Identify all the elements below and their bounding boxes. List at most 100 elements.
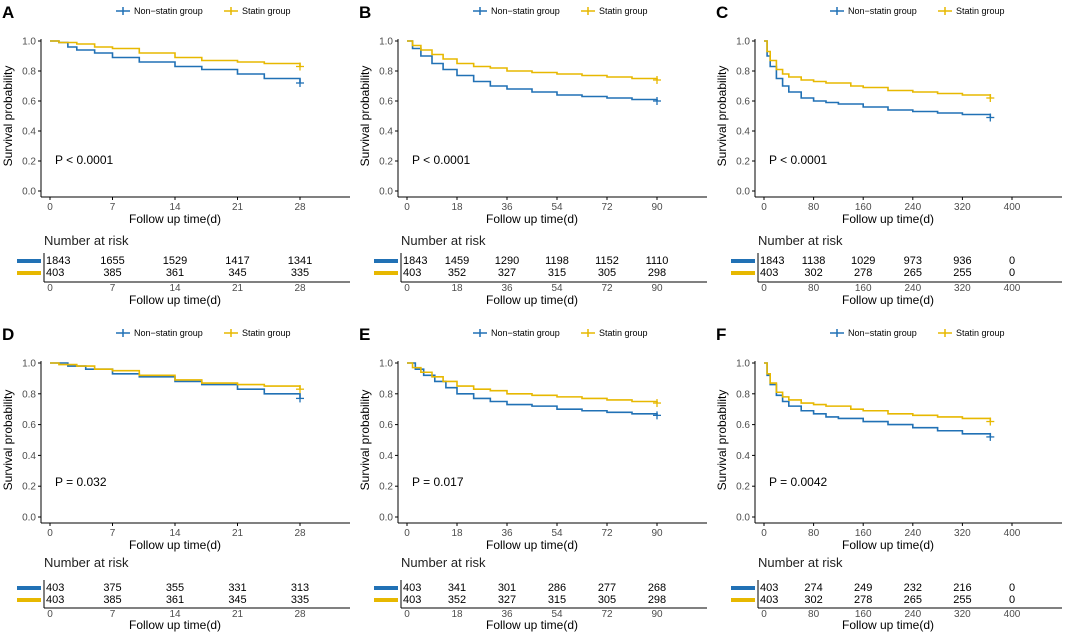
p-value: P < 0.0001 [412,153,470,167]
risk-count: 385 [103,594,121,606]
y-tick-label: 0.2 [736,157,750,168]
risk-x-tick-label: 7 [110,283,116,294]
risk-x-tick-label: 36 [501,609,513,620]
risk-count: 403 [760,582,778,594]
curve-statin [50,40,301,67]
risk-x-axis-label: Follow up time(d) [842,293,934,307]
risk-count: 302 [804,594,822,606]
panel-f: F Non−statin group Statin group 0.0 0.2 0.4 0.… [715,325,1062,632]
risk-count: 1843 [403,255,427,267]
risk-count: 0 [1009,594,1015,606]
x-tick-label: 14 [169,528,181,539]
p-value: P = 0.0042 [769,475,827,489]
risk-count: 274 [804,582,822,594]
y-tick-label: 1.0 [736,37,750,48]
y-axis-label: Survival probability [1,66,15,167]
x-tick-label: 90 [651,202,663,213]
risk-count: 1417 [225,255,249,267]
x-axis-label: Follow up time(d) [842,212,934,226]
legend-label-statin: Statin group [242,328,291,338]
panel-letter: F [716,325,726,344]
y-tick-label: 1.0 [22,359,36,370]
risk-x-tick-label: 14 [169,283,181,294]
risk-x-tick-label: 36 [501,283,513,294]
legend-label-non-statin: Non−statin group [491,6,560,16]
risk-row-swatch [731,271,755,275]
curve-statin [50,362,301,390]
risk-count: 1198 [545,255,569,267]
risk-count: 277 [598,582,616,594]
y-tick-label: 0.0 [379,187,393,198]
y-tick-label: 0.0 [22,187,36,198]
y-axis-label: Survival probability [715,66,729,167]
x-tick-label: 160 [855,528,872,539]
curve-non-statin [50,40,301,83]
risk-x-tick-label: 160 [855,609,872,620]
risk-count: 345 [228,267,246,279]
risk-count: 403 [46,582,64,594]
legend-label-statin: Statin group [599,6,648,16]
x-tick-label: 0 [761,202,767,213]
curve-non-statin [764,40,992,118]
x-tick-label: 7 [110,528,116,539]
risk-count: 232 [904,582,922,594]
y-tick-label: 0.4 [379,127,393,138]
legend-label-statin: Statin group [599,328,648,338]
panel-a: A Non−statin group Statin group 0.0 0.2 0.4 0.… [1,3,350,307]
y-tick-label: 0.8 [379,67,393,78]
y-axis-label: Survival probability [358,66,372,167]
x-tick-label: 36 [501,202,513,213]
x-tick-label: 18 [451,528,463,539]
legend-label-statin: Statin group [956,6,1005,16]
risk-count: 315 [548,594,566,606]
y-tick-label: 0.8 [22,67,36,78]
risk-table-title: Number at risk [401,555,486,570]
y-axis-label: Survival probability [1,390,15,491]
risk-count: 327 [498,267,516,279]
risk-table: Number at risk 403 274 249 232 216 0 403 302 278 2… [731,555,1062,632]
x-tick-label: 320 [954,528,971,539]
risk-x-tick-label: 0 [761,609,767,620]
risk-count: 265 [904,267,922,279]
risk-count: 403 [760,594,778,606]
x-tick-label: 160 [855,202,872,213]
risk-count: 255 [953,267,971,279]
y-tick-label: 0.6 [379,97,393,108]
x-tick-label: 72 [601,528,613,539]
y-tick-label: 1.0 [379,359,393,370]
risk-x-tick-label: 0 [404,609,410,620]
risk-table: Number at risk 1843 1459 1290 1198 1152 1110 40… [374,233,707,307]
risk-x-tick-label: 0 [47,609,53,620]
risk-count: 278 [854,594,872,606]
x-tick-label: 400 [1004,528,1021,539]
risk-x-tick-label: 21 [232,609,244,620]
x-tick-label: 28 [294,528,306,539]
x-tick-label: 21 [232,528,244,539]
risk-count: 302 [804,267,822,279]
x-tick-label: 0 [404,528,410,539]
risk-table-title: Number at risk [44,233,129,248]
y-tick-label: 1.0 [22,37,36,48]
curve-statin [407,40,658,80]
x-tick-label: 0 [404,202,410,213]
risk-count: 331 [228,582,246,594]
panel-letter: E [359,325,370,344]
y-tick-label: 0.8 [736,67,750,78]
risk-count: 0 [1009,255,1015,267]
risk-row-swatch [17,586,41,590]
risk-count: 1029 [851,255,875,267]
risk-count: 403 [46,594,64,606]
risk-x-tick-label: 90 [651,609,663,620]
x-tick-label: 7 [110,202,116,213]
legend-label-statin: Statin group [242,6,291,16]
y-axis-label: Survival probability [358,390,372,491]
x-axis-label: Follow up time(d) [129,538,221,552]
p-value: P = 0.032 [55,475,107,489]
y-tick-label: 0.6 [22,97,36,108]
y-tick-label: 0.4 [736,127,750,138]
risk-x-tick-label: 72 [601,283,613,294]
y-tick-label: 0.8 [736,389,750,400]
risk-x-axis-label: Follow up time(d) [842,618,934,632]
